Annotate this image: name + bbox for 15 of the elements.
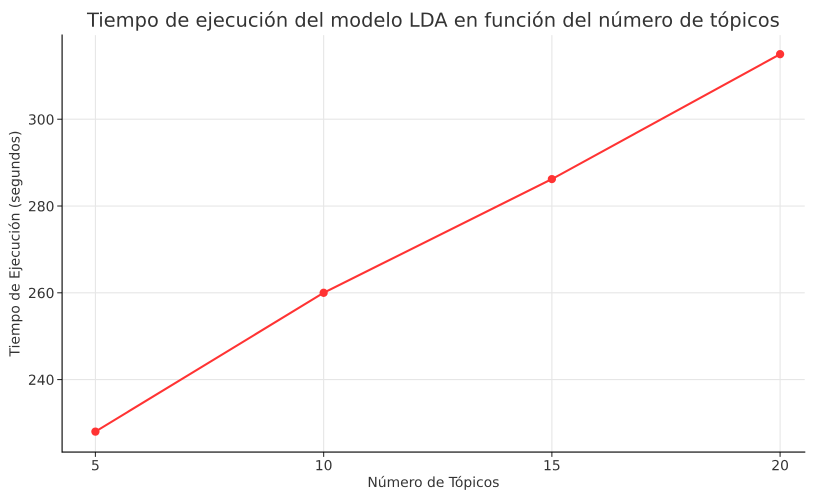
y-tick-label: 280	[28, 200, 54, 212]
point	[548, 174, 556, 184]
x-tick-label: 15	[544, 460, 560, 470]
y-tick-label: 260	[28, 288, 54, 298]
point	[776, 50, 784, 58]
x-tick-label: 20	[772, 460, 788, 470]
x-tick-label: 5	[92, 460, 99, 470]
y-axis-title: Tiempo de Ejecución (segundos)	[8, 132, 22, 357]
point	[91, 427, 100, 436]
y-tick-label: 300	[29, 114, 54, 125]
point	[319, 288, 328, 297]
x-tick-label: 10	[316, 460, 332, 470]
y-tick-label: 240	[28, 374, 54, 386]
chart-title: Tiempo de ejecución del modelo LDA en función del número de tópicos	[86, 11, 779, 31]
x-axis-title: Número de Tópicos	[368, 476, 499, 490]
